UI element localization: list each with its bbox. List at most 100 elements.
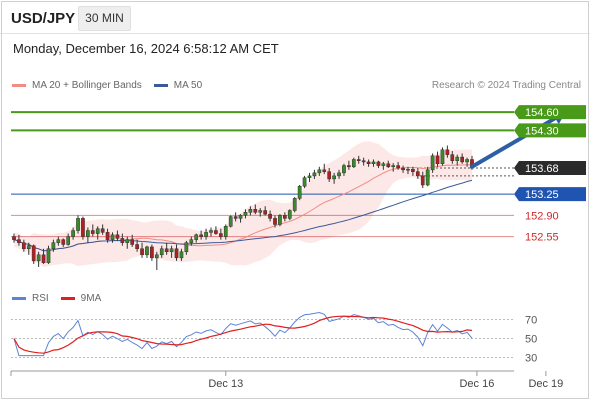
candle-body-69 [351, 159, 356, 168]
level-label-0: 154.60 [514, 105, 586, 120]
candle-body-56 [287, 210, 292, 219]
ma20-label: MA 20 + Bollinger Bands [32, 80, 142, 91]
price-legend: MA 20 + Bollinger Bands MA 50 [12, 80, 214, 91]
candle-body-41 [214, 230, 218, 234]
candle-body-17 [95, 228, 100, 234]
candle-body-63 [322, 169, 327, 172]
candle-body-23 [125, 239, 130, 243]
candle-body-66 [337, 172, 341, 177]
candle-body-68 [347, 165, 351, 168]
candle-body-44 [228, 216, 233, 227]
candle-body-64 [327, 171, 332, 180]
rsi-ma-swatch-icon [60, 297, 75, 300]
timeframe-button[interactable]: 30 MIN [78, 6, 131, 31]
candle-body-85 [430, 155, 435, 171]
candle-body-88 [445, 149, 450, 155]
rsi-ma-line [13, 315, 473, 354]
candle-body-81 [411, 168, 415, 172]
candle-body-89 [450, 154, 455, 161]
candle-body-79 [401, 167, 405, 171]
candle-body-76 [386, 163, 391, 168]
candle-body-55 [283, 215, 287, 219]
ma50-swatch-icon [153, 84, 168, 87]
candle-body-2 [21, 242, 26, 250]
rsi-ma-label: 9MA [80, 293, 102, 304]
candle-body-19 [105, 232, 110, 240]
candle-body-30 [159, 248, 164, 256]
candle-body-65 [332, 175, 336, 180]
candle-body-49 [253, 209, 258, 213]
ma20-swatch-icon [12, 84, 26, 87]
credit-text: Research © 2024 Trading Central [431, 80, 581, 91]
candle-body-58 [297, 185, 302, 199]
level-value: 152.55 [525, 232, 559, 244]
candle-body-77 [391, 165, 396, 168]
candle-body-48 [248, 209, 253, 213]
x-tick-label-1: Dec 16 [459, 378, 494, 390]
candle-body-15 [86, 230, 90, 237]
level-value: 153.68 [525, 163, 559, 175]
candle-body-11 [66, 236, 71, 245]
level-label-3: 153.25 [514, 187, 586, 202]
candle-body-35 [184, 242, 189, 253]
legend-rsi-ma: 9MA [60, 293, 102, 304]
candle-body-39 [204, 232, 208, 237]
rsi-line [13, 311, 473, 357]
candle-body-10 [61, 239, 66, 245]
level-label-2: 153.68 [514, 161, 586, 175]
candle-body-29 [154, 254, 159, 259]
candle-body-8 [51, 242, 56, 250]
level-tag-bg-1 [514, 123, 586, 138]
candle-body-71 [361, 160, 366, 163]
candle-body-24 [130, 239, 135, 245]
candle-body-74 [376, 161, 381, 166]
candle-body-1 [17, 239, 21, 243]
level-value: 152.90 [525, 210, 559, 222]
rsi-legend: RSI 9MA [12, 293, 113, 304]
candle-body-53 [273, 218, 277, 225]
candle-body-40 [209, 230, 213, 233]
timestamp: Monday, December 16, 2024 6:58:12 AM CET [13, 41, 279, 56]
candle-body-3 [26, 245, 31, 249]
candle-body-9 [56, 239, 61, 243]
candle-body-52 [268, 213, 272, 219]
rsi-tick-label: 30 [525, 353, 537, 365]
candle-body-67 [342, 165, 346, 174]
candle-body-61 [312, 172, 317, 177]
candle-body-4 [31, 245, 36, 262]
legend-ma50: MA 50 [153, 80, 203, 91]
candle-body-16 [90, 230, 95, 234]
candle-body-38 [199, 234, 203, 237]
rsi-label: RSI [32, 293, 49, 304]
candle-body-82 [415, 171, 420, 177]
candle-body-13 [76, 218, 80, 231]
candle-body-25 [135, 244, 139, 249]
candle-body-84 [425, 169, 430, 186]
candle-body-20 [110, 234, 115, 240]
level-tag-bg-2 [514, 161, 586, 175]
candle-body-34 [179, 251, 184, 259]
candle-body-80 [406, 168, 410, 171]
level-label-5: 152.55 [525, 232, 559, 244]
x-tick-label-2: Dec 19 [528, 378, 563, 390]
candle-body-28 [150, 246, 154, 259]
ma50-label: MA 50 [173, 80, 203, 91]
candle-body-31 [164, 248, 169, 253]
rsi-tick-label: 70 [525, 315, 537, 327]
symbol-label: USD/JPY [11, 10, 76, 27]
rsi-tick-label: 50 [525, 334, 537, 346]
candle-body-87 [440, 149, 445, 165]
candle-body-6 [41, 254, 46, 263]
candle-body-42 [218, 233, 223, 237]
candle-body-45 [233, 216, 238, 219]
level-value: 154.30 [525, 125, 559, 137]
candle-body-5 [36, 254, 41, 262]
candle-body-62 [317, 169, 322, 174]
candle-body-51 [263, 210, 268, 215]
candle-body-46 [238, 215, 243, 219]
ma50-line [13, 179, 473, 252]
candle-body-60 [307, 175, 312, 178]
candle-body-32 [169, 248, 174, 253]
rsi-swatch-icon [12, 297, 26, 300]
